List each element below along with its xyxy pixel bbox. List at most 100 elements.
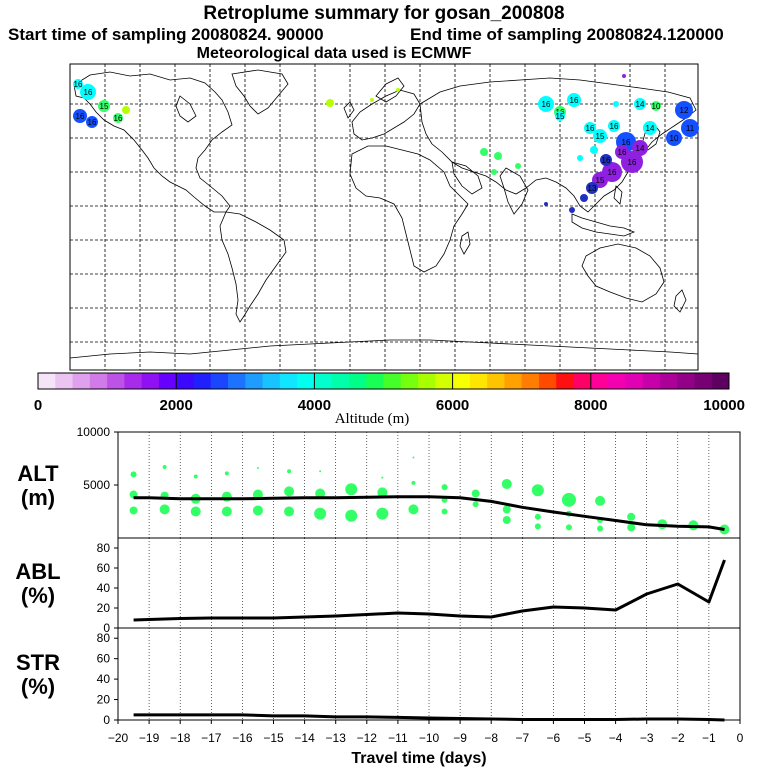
- colorbar-cell: [348, 373, 367, 389]
- plume-marker: [577, 155, 583, 161]
- plume-marker: [494, 152, 502, 160]
- altitude-scatter-point: [501, 478, 512, 489]
- altitude-scatter-point: [627, 512, 636, 521]
- x-tick-label: −12: [357, 731, 378, 745]
- y-tick-label: 10000: [77, 425, 111, 439]
- europe-coast: [351, 89, 421, 141]
- colorbar-xlabel: Altitude (m): [335, 411, 410, 427]
- colorbar-cell: [210, 373, 229, 389]
- y-tick-label: 40: [97, 581, 111, 595]
- plume-marker: [396, 88, 400, 92]
- plume-marker: [555, 111, 565, 121]
- colorbar-cell: [38, 373, 56, 389]
- altitude-scatter-point: [412, 456, 415, 459]
- colorbar-cell: [608, 373, 626, 389]
- colorbar-tick-label: 0: [34, 397, 42, 414]
- colorbar-tick-label: 8000: [574, 397, 607, 414]
- plume-marker: [632, 140, 648, 156]
- x-tick-label: −18: [170, 731, 191, 745]
- altitude-scatter-point: [502, 515, 511, 524]
- colorbar-cell: [383, 373, 402, 389]
- altitude-scatter-point: [441, 508, 448, 515]
- x-tick-label: −7: [515, 731, 529, 745]
- plume-marker: [584, 122, 596, 134]
- plume-marker: [622, 74, 626, 78]
- series-line-abl: [133, 559, 726, 622]
- altitude-scatter-point: [411, 480, 416, 485]
- plume-marker-label: 16: [608, 168, 617, 177]
- australia-coast: [581, 243, 665, 303]
- colorbar-tick-labels: 0 2000 4000 6000 8000 10000: [34, 373, 745, 414]
- colorbar-cell: [642, 373, 661, 389]
- plume-marker: [651, 101, 661, 111]
- africa-coast: [349, 145, 469, 273]
- panel-label: STR: [16, 650, 60, 675]
- colorbar-cell: [556, 373, 575, 389]
- plume-marker-label: 15: [556, 112, 565, 121]
- altitude-scatter-point: [561, 492, 576, 507]
- altitude-scatter-point: [471, 489, 480, 498]
- x-tick-label: −17: [201, 731, 222, 745]
- series-line-alt: [133, 495, 725, 531]
- colorbar-cell: [141, 373, 160, 389]
- panel-abl: 80 60 40 20 0 ABL(%): [15, 537, 741, 635]
- altitude-scatter-point: [319, 470, 322, 473]
- y-tick-label: 60: [97, 561, 111, 575]
- colorbar-cell: [89, 373, 108, 389]
- plume-marker: [515, 163, 521, 169]
- colorbar-frame: [37, 372, 730, 390]
- colorbar-cell: [469, 373, 488, 389]
- colorbar-cell: [521, 373, 540, 389]
- plume-marker-label: 16: [628, 158, 637, 167]
- colorbar-cell: [677, 373, 695, 389]
- y-tick-label: 0: [103, 621, 110, 635]
- y-tick-label: 20: [97, 601, 111, 615]
- plume-marker: [98, 100, 110, 112]
- start-time-label: Start time of sampling 20080824. 90000: [8, 25, 324, 44]
- altitude-scatter-point: [193, 474, 198, 479]
- plume-marker-label: 10: [670, 134, 679, 143]
- x-tick-label: −5: [578, 731, 592, 745]
- plume-marker: [569, 207, 575, 213]
- altitude-scatter-point: [162, 464, 167, 469]
- plume-marker-label: 16: [586, 124, 595, 133]
- x-tick-label: −2: [671, 731, 685, 745]
- altitude-scatter-point: [345, 509, 358, 522]
- plume-marker: [113, 113, 123, 123]
- x-tick-label: −6: [547, 731, 561, 745]
- plume-marker: [491, 169, 497, 175]
- altitude-scatter-point: [221, 506, 232, 517]
- new-zealand-coast: [673, 289, 687, 313]
- met-data-label: Meteorological data used is ECMWF: [196, 45, 472, 62]
- altitude-scatter-point: [130, 471, 137, 478]
- plume-marker-label: 16: [114, 114, 123, 123]
- colorbar-cells: [38, 373, 730, 389]
- altitude-scatter-point: [597, 525, 604, 532]
- colorbar-cell: [711, 373, 730, 389]
- plume-marker: [370, 98, 374, 102]
- plume-marker-label: 10: [652, 102, 661, 111]
- colorbar-tick-label: 2000: [160, 397, 193, 414]
- plume-marker-label: 16: [84, 88, 93, 97]
- colorbar-cell: [314, 373, 333, 389]
- colorbar-cell: [625, 373, 644, 389]
- x-tick-label: −14: [294, 731, 315, 745]
- altitude-scatter-point: [534, 523, 541, 530]
- colorbar-cell: [331, 373, 350, 389]
- altitude-scatter-point: [531, 484, 544, 497]
- colorbar-cell: [487, 373, 505, 389]
- altitude-scatter-point: [472, 501, 479, 508]
- x-tick-label: −9: [453, 731, 467, 745]
- plume-marker-label: 16: [74, 80, 83, 89]
- colorbar-tick-label: 6000: [436, 397, 469, 414]
- plume-marker-label: 13: [588, 184, 597, 193]
- y-tick-label: 40: [97, 672, 111, 686]
- indonesia-coast: [571, 213, 636, 237]
- plume-marker: [538, 96, 554, 112]
- altitude-scatter-point: [441, 484, 448, 491]
- colorbar-cell: [435, 373, 454, 389]
- x-tick-label: −4: [609, 731, 623, 745]
- plume-marker-label: 16: [76, 112, 85, 121]
- chart-title: Retroplume summary for gosan_200808: [203, 3, 565, 24]
